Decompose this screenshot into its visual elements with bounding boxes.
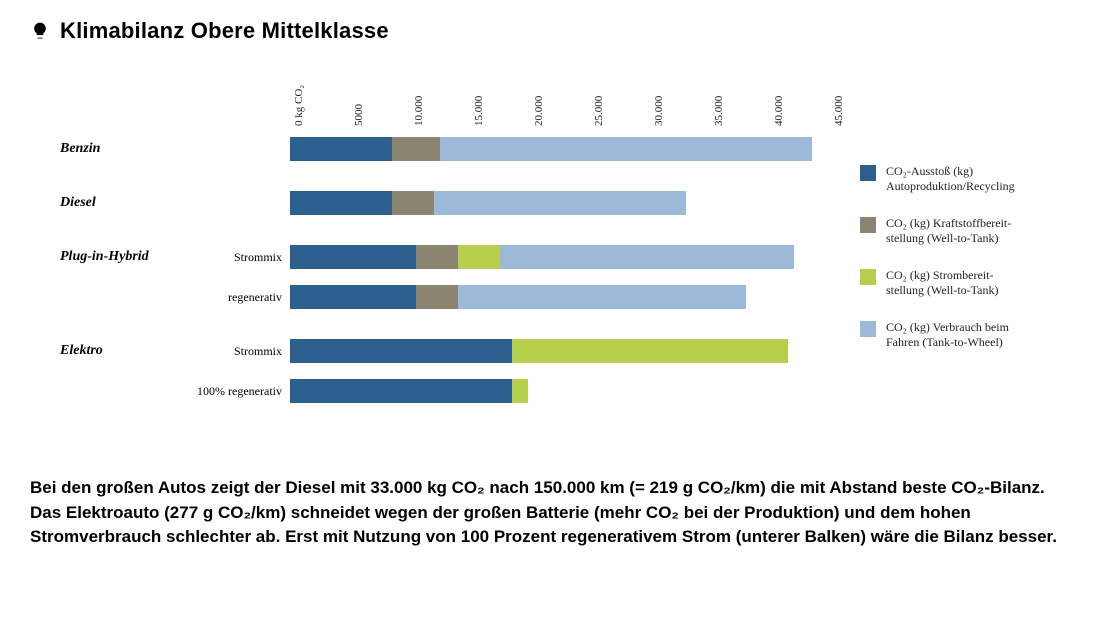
bar-segment-ttw [440, 137, 812, 161]
bar-track [290, 379, 830, 403]
bar-segment-production [290, 285, 416, 309]
x-axis: 0 kg CO₂ 5000 10.000 15.000 20.000 25.000 30.0… [290, 64, 830, 134]
sub-label: Strommix [180, 250, 290, 265]
sub-label: regenerativ [180, 290, 290, 305]
bar-segment-electricity_wtt [512, 339, 788, 363]
bar-row: regenerativ [60, 282, 830, 312]
legend-item: CO₂-Ausstoß (kg)Autoproduktion/Recycling [860, 164, 1100, 194]
legend-text: CO₂ (kg) Strombereit-stellung (Well-to-T… [886, 268, 999, 298]
axis-tick: 0 kg CO₂ [293, 85, 305, 126]
legend-text: CO₂ (kg) Verbrauch beimFahren (Tank-to-W… [886, 320, 1009, 350]
axis-tick: 40.000 [773, 96, 785, 126]
bar-segment-production [290, 137, 392, 161]
legend-text: CO₂ (kg) Kraftstoffbereit-stellung (Well… [886, 216, 1011, 246]
bar-segment-production [290, 191, 392, 215]
bar-segment-ttw [458, 285, 746, 309]
legend-swatch [860, 269, 876, 285]
bar-segment-ttw [500, 245, 794, 269]
axis-tick: 15.000 [473, 96, 485, 126]
bar-track [290, 245, 830, 269]
legend-item: CO₂ (kg) Strombereit-stellung (Well-to-T… [860, 268, 1100, 298]
bar-row: Plug-in-HybridStrommix [60, 242, 830, 272]
axis-tick: 20.000 [533, 96, 545, 126]
legend-text: CO₂-Ausstoß (kg)Autoproduktion/Recycling [886, 164, 1015, 194]
axis-tick: 5000 [353, 104, 365, 126]
bar-row: 100% regenerativ [60, 376, 830, 406]
legend-item: CO₂ (kg) Verbrauch beimFahren (Tank-to-W… [860, 320, 1100, 350]
category-label: Diesel [60, 195, 180, 211]
bar-segment-fuel_wtt [392, 137, 440, 161]
bars-area: BenzinDieselPlug-in-HybridStrommixregene… [60, 134, 830, 416]
bar-segment-fuel_wtt [392, 191, 434, 215]
sub-label: 100% regenerativ [180, 384, 290, 399]
bar-segment-electricity_wtt [458, 245, 500, 269]
legend-swatch [860, 165, 876, 181]
axis-tick: 30.000 [653, 96, 665, 126]
bar-row: Benzin [60, 134, 830, 164]
axis-tick: 25.000 [593, 96, 605, 126]
bar-track [290, 191, 830, 215]
bar-segment-production [290, 379, 512, 403]
header: Klimabilanz Obere Mittelklasse [30, 18, 1070, 44]
bar-track [290, 339, 830, 363]
legend-item: CO₂ (kg) Kraftstoffbereit-stellung (Well… [860, 216, 1100, 246]
bar-row: ElektroStrommix [60, 336, 830, 366]
bar-track [290, 285, 830, 309]
legend-swatch [860, 217, 876, 233]
category-label: Benzin [60, 141, 180, 157]
axis-tick: 10.000 [413, 96, 425, 126]
bar-row: Diesel [60, 188, 830, 218]
axis-tick: 35.000 [713, 96, 725, 126]
category-label: Elektro [60, 343, 180, 359]
bar-segment-electricity_wtt [512, 379, 528, 403]
lightbulb-icon [30, 21, 50, 41]
bar-segment-production [290, 339, 512, 363]
bar-segment-fuel_wtt [416, 245, 458, 269]
bar-segment-fuel_wtt [416, 285, 458, 309]
page-title: Klimabilanz Obere Mittelklasse [60, 18, 389, 44]
category-label: Plug-in-Hybrid [60, 249, 180, 265]
bar-segment-production [290, 245, 416, 269]
bar-track [290, 137, 830, 161]
bar-segment-ttw [434, 191, 686, 215]
chart: 0 kg CO₂ 5000 10.000 15.000 20.000 25.000 30.0… [60, 64, 1070, 464]
axis-tick: 45.000 [833, 96, 845, 126]
caption-text: Bei den großen Autos zeigt der Diesel mi… [30, 476, 1070, 550]
legend: CO₂-Ausstoß (kg)Autoproduktion/Recycling… [860, 164, 1100, 372]
legend-swatch [860, 321, 876, 337]
sub-label: Strommix [180, 344, 290, 359]
